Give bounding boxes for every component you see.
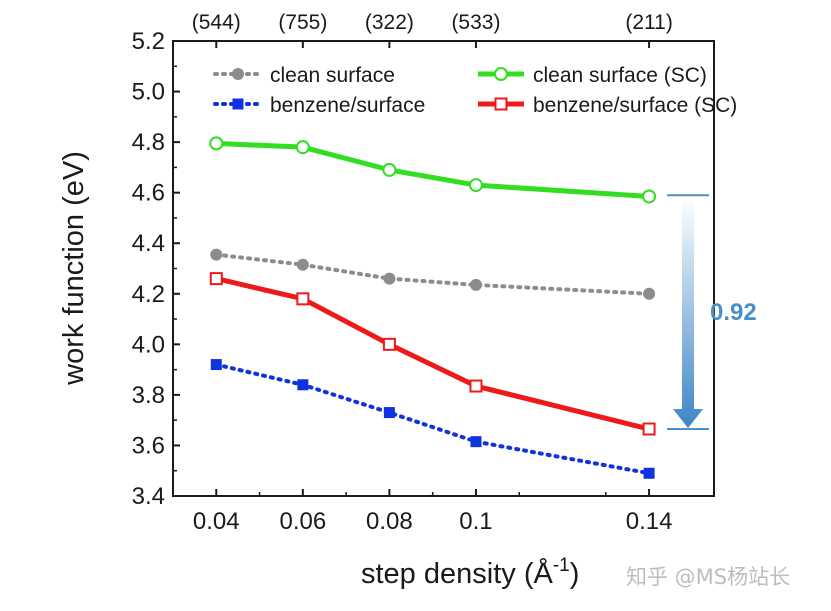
top-axis: (544) (755) (322) (533) (211) — [192, 11, 673, 48]
series-layer — [209, 136, 657, 479]
y-tick-label: 4.2 — [132, 281, 165, 308]
x-axis-label: step density (Å-1) — [361, 555, 579, 590]
data-point — [296, 292, 310, 306]
x-tick-label: 0.06 — [279, 508, 326, 535]
legend-item: benzene/surface — [213, 94, 425, 117]
top-tick-label: (755) — [278, 11, 327, 34]
x-tick-label: 0.14 — [626, 508, 673, 535]
legend-label: clean surface — [270, 64, 395, 87]
data-point — [295, 140, 310, 155]
data-point — [383, 407, 395, 419]
series-line — [214, 362, 652, 476]
y-tick-label: 3.8 — [132, 382, 165, 409]
x-axis-label-main: step density (Å — [361, 557, 553, 590]
series-line — [215, 276, 650, 432]
data-point — [643, 467, 655, 479]
data-point — [210, 248, 223, 261]
data-point — [232, 98, 244, 110]
data-point — [470, 436, 482, 448]
data-point — [209, 272, 223, 286]
series-1 — [209, 136, 657, 204]
data-point — [296, 258, 309, 271]
legend-label: benzene/surface — [270, 94, 425, 117]
annotation-arrow — [673, 197, 704, 429]
y-axis: 3.4 3.6 3.8 4.0 4.2 4.4 4.6 4.8 5.0 5.2 — [132, 28, 180, 510]
y-axis-label: work function (eV) — [58, 151, 90, 386]
y-tick-label: 4.4 — [132, 230, 165, 257]
watermark: 知乎 @MS杨站长 — [626, 565, 790, 589]
x-axis-label-sup: -1 — [553, 555, 570, 576]
x-axis-label-close: ) — [570, 558, 580, 590]
legend-item: clean surface (SC) — [478, 64, 707, 87]
data-point — [469, 379, 483, 393]
data-point — [232, 68, 244, 80]
data-point — [468, 178, 483, 193]
data-point — [469, 278, 482, 291]
data-point — [642, 422, 656, 436]
series-0 — [210, 248, 656, 300]
y-tick-label: 5.0 — [132, 79, 165, 106]
step-annotation: 0.92 — [667, 194, 757, 431]
legend-label: benzene/surface (SC) — [533, 94, 737, 117]
legend-label: clean surface (SC) — [533, 64, 707, 87]
x-tick-label: 0.1 — [459, 508, 492, 535]
series-2 — [210, 359, 655, 479]
data-point — [494, 67, 508, 81]
top-tick-label: (533) — [451, 11, 500, 34]
y-tick-label: 5.2 — [132, 28, 165, 55]
top-tick-label: (211) — [625, 11, 672, 34]
data-point — [383, 272, 396, 285]
top-tick-label: (544) — [192, 11, 241, 34]
top-tick-label: (322) — [365, 11, 414, 34]
x-tick-label: 0.04 — [193, 508, 240, 535]
y-tick-label: 4.0 — [132, 331, 165, 358]
x-tick-label: 0.08 — [366, 508, 413, 535]
data-point — [209, 136, 224, 151]
data-point — [210, 359, 222, 371]
data-point — [642, 189, 657, 204]
data-point — [382, 337, 396, 351]
legend-item: clean surface — [213, 64, 395, 87]
data-point — [297, 379, 309, 391]
data-point — [494, 97, 508, 111]
series-line — [214, 252, 652, 296]
y-tick-label: 3.4 — [132, 483, 165, 510]
y-tick-label: 4.6 — [132, 180, 165, 207]
x-axis: 0.04 0.06 0.08 0.1 0.14 — [193, 489, 673, 535]
legend: clean surface clean surface (SC) benzene/s… — [213, 64, 737, 117]
y-tick-label: 3.6 — [132, 432, 165, 459]
annotation-label: 0.92 — [710, 299, 757, 326]
data-point — [643, 287, 656, 300]
data-point — [382, 162, 397, 177]
series-line — [216, 140, 650, 199]
y-tick-label: 4.8 — [132, 129, 165, 156]
legend-item: benzene/surface (SC) — [478, 94, 737, 117]
series-3 — [209, 272, 656, 436]
